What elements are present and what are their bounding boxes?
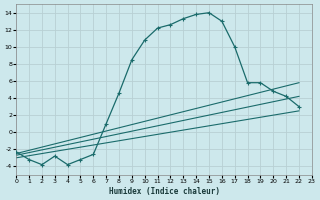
X-axis label: Humidex (Indice chaleur): Humidex (Indice chaleur) — [108, 187, 220, 196]
